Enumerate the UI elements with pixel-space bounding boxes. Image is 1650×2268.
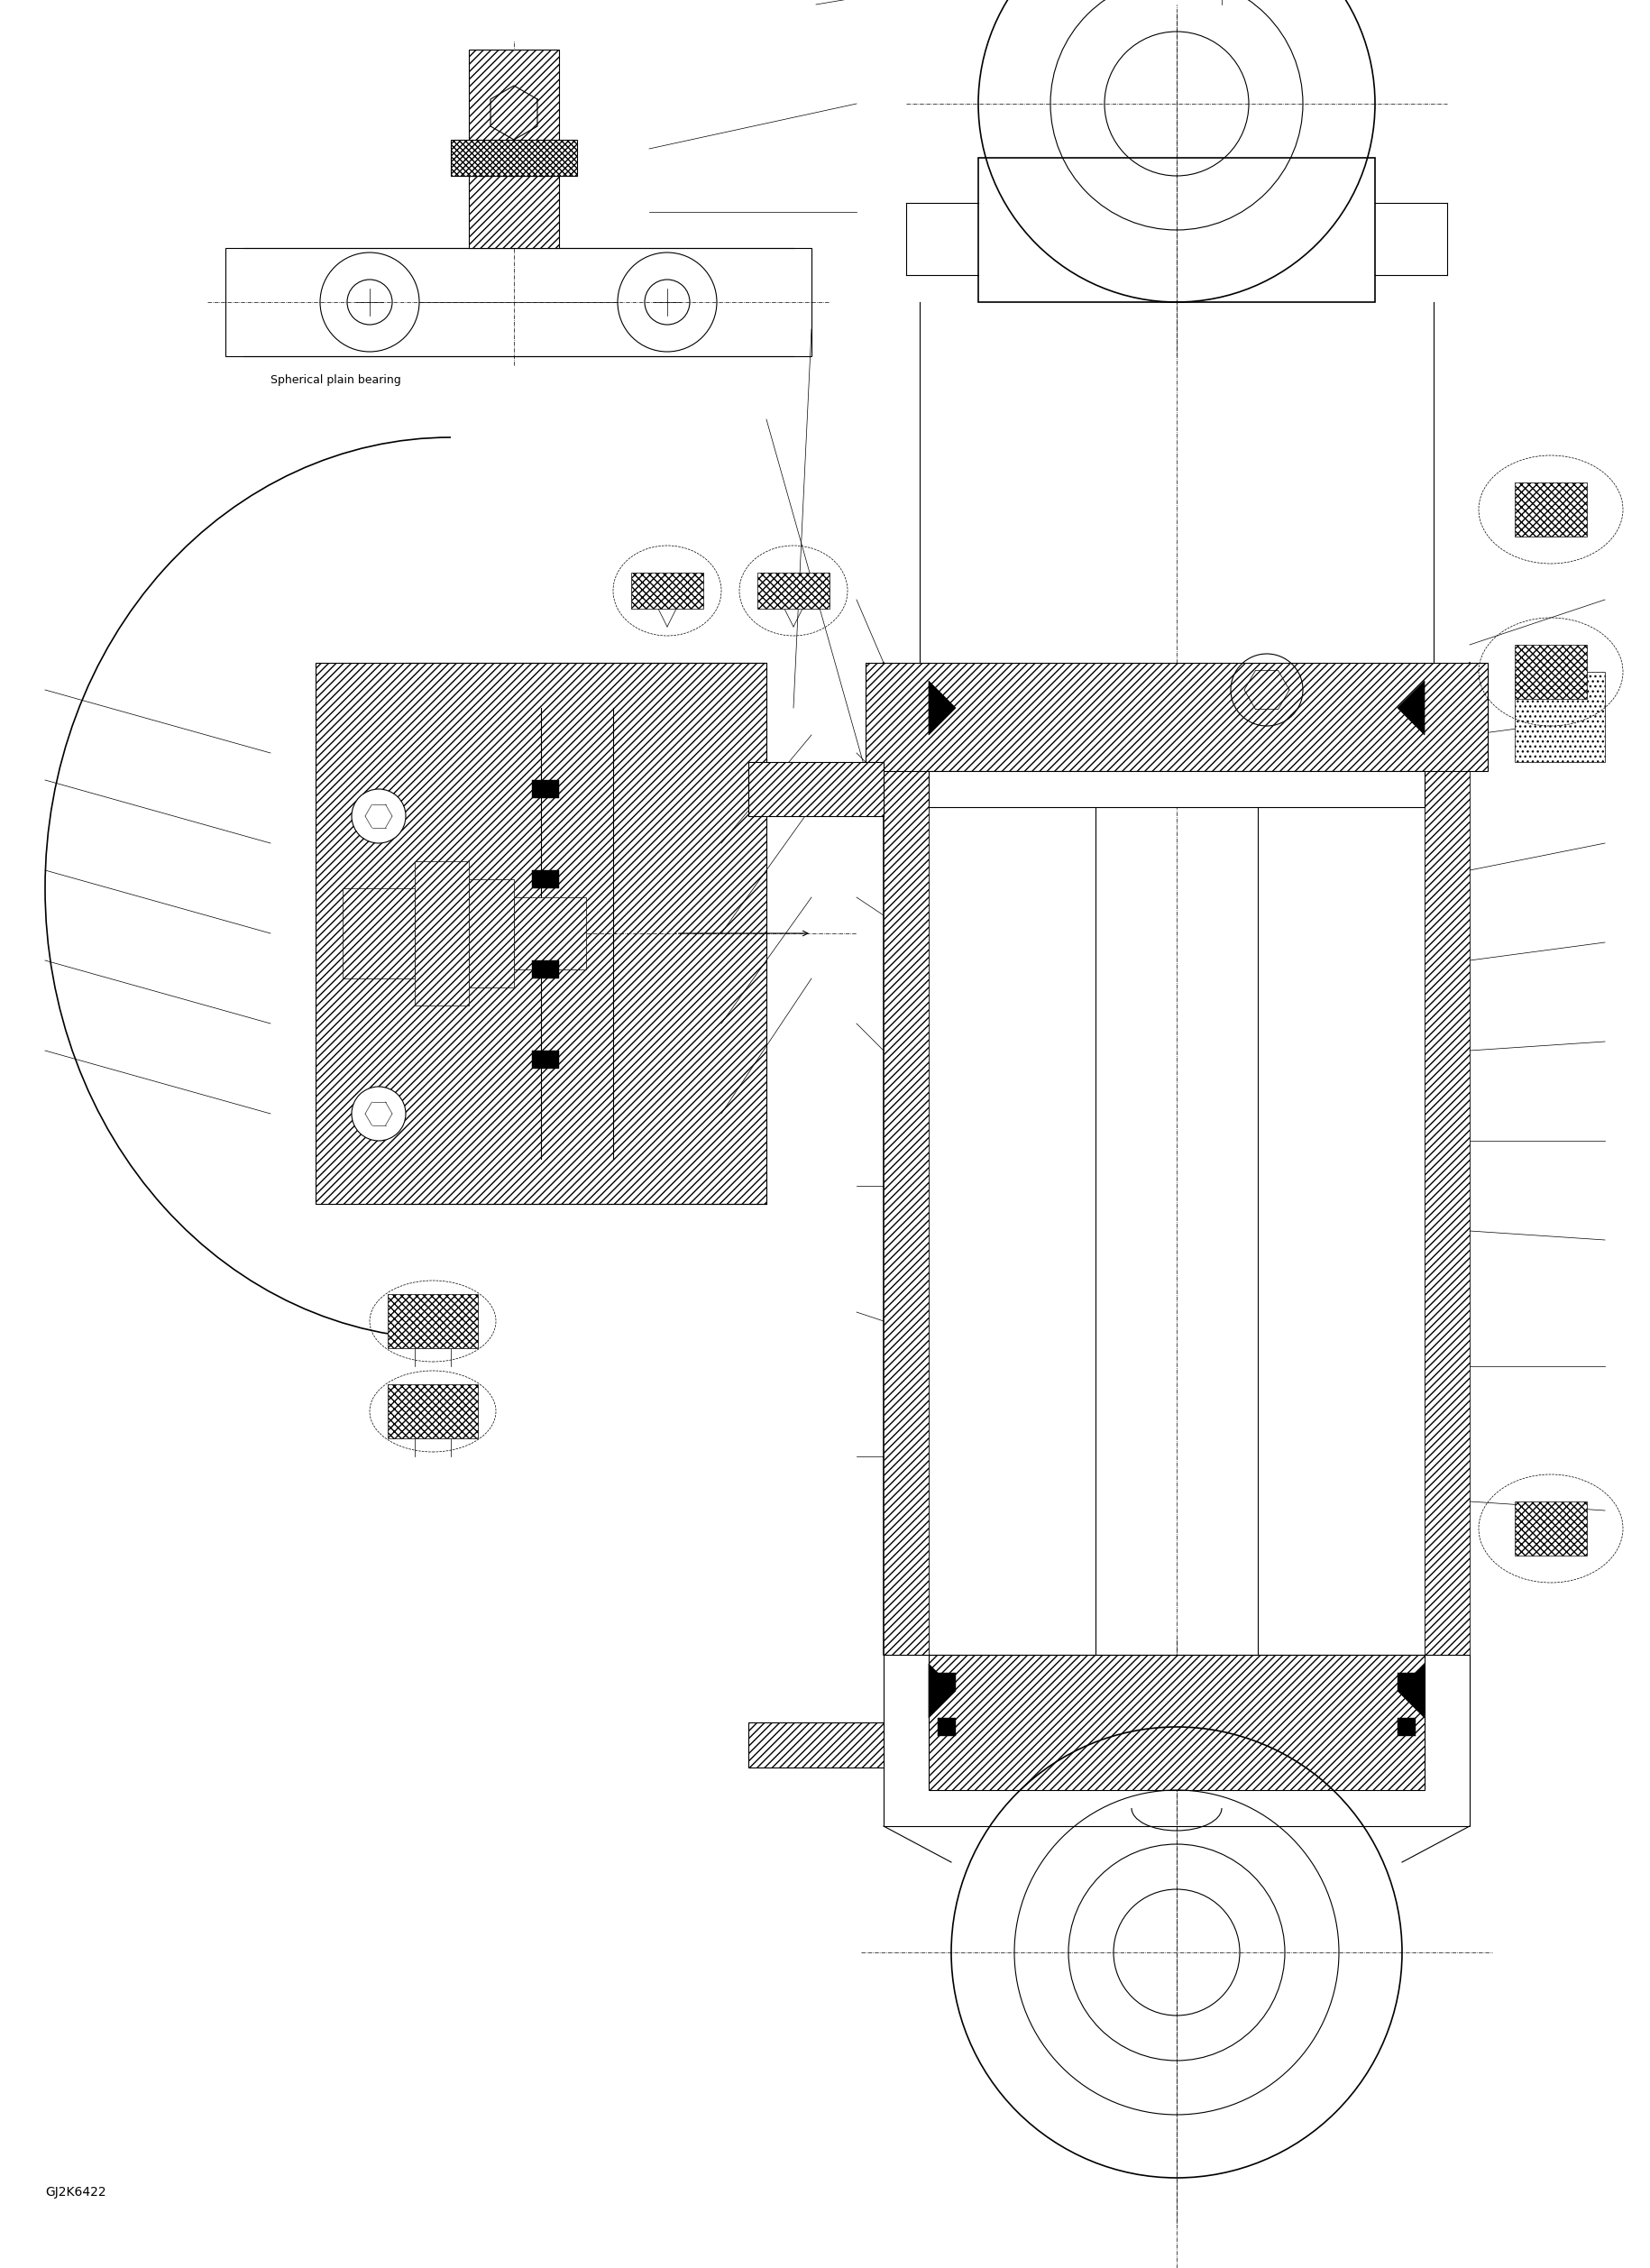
Bar [513,898,586,968]
Bar [749,762,884,816]
Bar [1398,1674,1416,1692]
Polygon shape [1398,1665,1424,1717]
Bar [388,1295,478,1347]
Circle shape [351,1086,406,1141]
Bar [469,50,559,141]
Bar [937,1674,955,1692]
Bar [929,1656,1424,1789]
Bar [1424,662,1470,1656]
Bar [226,247,812,356]
Bar [414,862,469,1005]
Bar [531,1050,559,1068]
Bar [884,1656,1470,1826]
Bar [1515,483,1587,538]
Bar [531,780,559,798]
Bar [1398,1717,1416,1735]
Bar [978,159,1374,302]
Polygon shape [929,680,955,735]
Polygon shape [1398,680,1424,735]
Bar [531,959,559,978]
Bar [884,662,929,1656]
Bar [632,572,703,608]
Bar [469,177,559,247]
Bar [1515,644,1587,699]
Bar [315,662,766,1204]
Text: Spherical plain bearing: Spherical plain bearing [271,374,401,386]
Bar [937,1717,955,1735]
Bar [757,572,830,608]
Bar [450,141,578,177]
Bar [866,662,1488,771]
Bar [388,1383,478,1438]
Bar [1515,1501,1587,1556]
Polygon shape [929,1665,955,1717]
Bar [343,889,414,978]
Bar [469,880,513,987]
Bar [531,871,559,889]
Bar [749,1721,884,1767]
Bar [1515,671,1605,762]
Text: GJ2K6422: GJ2K6422 [45,2186,106,2198]
Circle shape [351,789,406,844]
Bar [929,771,1424,807]
